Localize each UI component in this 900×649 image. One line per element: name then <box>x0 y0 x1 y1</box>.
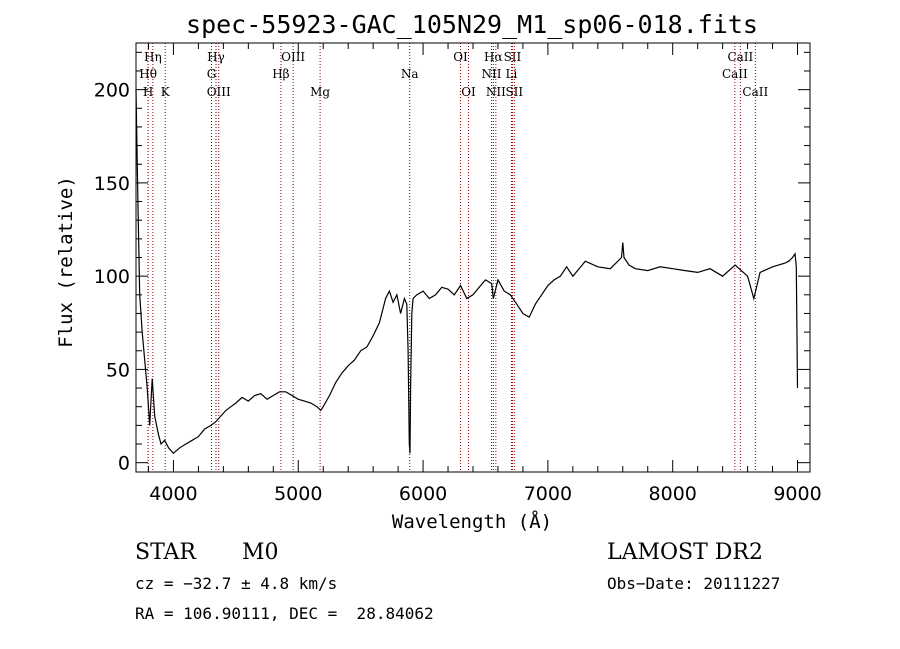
x-tick-label: 5000 <box>274 483 322 505</box>
spectral-line-label: NII <box>486 85 506 99</box>
spectral-line-label: Hα <box>484 50 503 64</box>
spectral-line-label: CaII <box>742 85 768 99</box>
y-axis-label: Flux (relative) <box>55 176 77 348</box>
coordinates: RA = 106.90111, DEC = 28.84062 <box>135 604 434 623</box>
object-class: STAR <box>135 540 196 565</box>
survey-name: LAMOST DR2 <box>607 540 763 565</box>
spectral-line-label: CaII <box>727 50 753 64</box>
spectral-line-label: Mg <box>310 85 330 99</box>
obs-date: Obs−Date: 20111227 <box>607 574 781 593</box>
spectral-line-label: G <box>207 67 217 81</box>
spectral-line-label: OIII <box>207 85 231 99</box>
x-tick-label: 4000 <box>149 483 197 505</box>
spectral-line-label: Li <box>506 67 518 81</box>
x-tick-label: 8000 <box>649 483 697 505</box>
y-tick-label: 200 <box>94 80 130 102</box>
spectral-line-label: H <box>143 85 153 99</box>
spectral-line-label: CaII <box>722 67 748 81</box>
spectral-line-label: OIII <box>281 50 305 64</box>
subclass: M0 <box>242 540 279 565</box>
spectral-line-label: Hβ <box>272 67 289 81</box>
chart-title: spec-55923-GAC_105N29_M1_sp06-018.fits <box>186 10 758 39</box>
y-tick-label: 100 <box>94 266 130 288</box>
plot-frame <box>135 42 811 473</box>
spectral-line-label: Na <box>401 67 419 81</box>
spectrum-trace <box>135 89 799 455</box>
spectral-line-label: Hη <box>144 50 162 64</box>
x-axis-label: Wavelength (Å) <box>392 510 552 533</box>
spectral-line-label: OI <box>453 50 468 64</box>
y-tick-label: 0 <box>118 453 130 475</box>
spectral-line-label: NII <box>481 67 501 81</box>
redshift-cz: cz = −32.7 ± 4.8 km/s <box>135 574 338 593</box>
x-tick-label: 7000 <box>524 483 572 505</box>
spectral-line-label: Hγ <box>207 50 225 64</box>
x-tick-label: 9000 <box>773 483 821 505</box>
y-tick-label: 50 <box>106 359 130 381</box>
x-tick-label: 6000 <box>399 483 447 505</box>
spectral-line-label: SII <box>504 50 522 64</box>
spectral-line-label: SII <box>505 85 523 99</box>
y-tick-label: 150 <box>94 173 130 195</box>
spectral-line-label: K <box>161 85 171 99</box>
spectral-line-label: OI <box>461 85 476 99</box>
